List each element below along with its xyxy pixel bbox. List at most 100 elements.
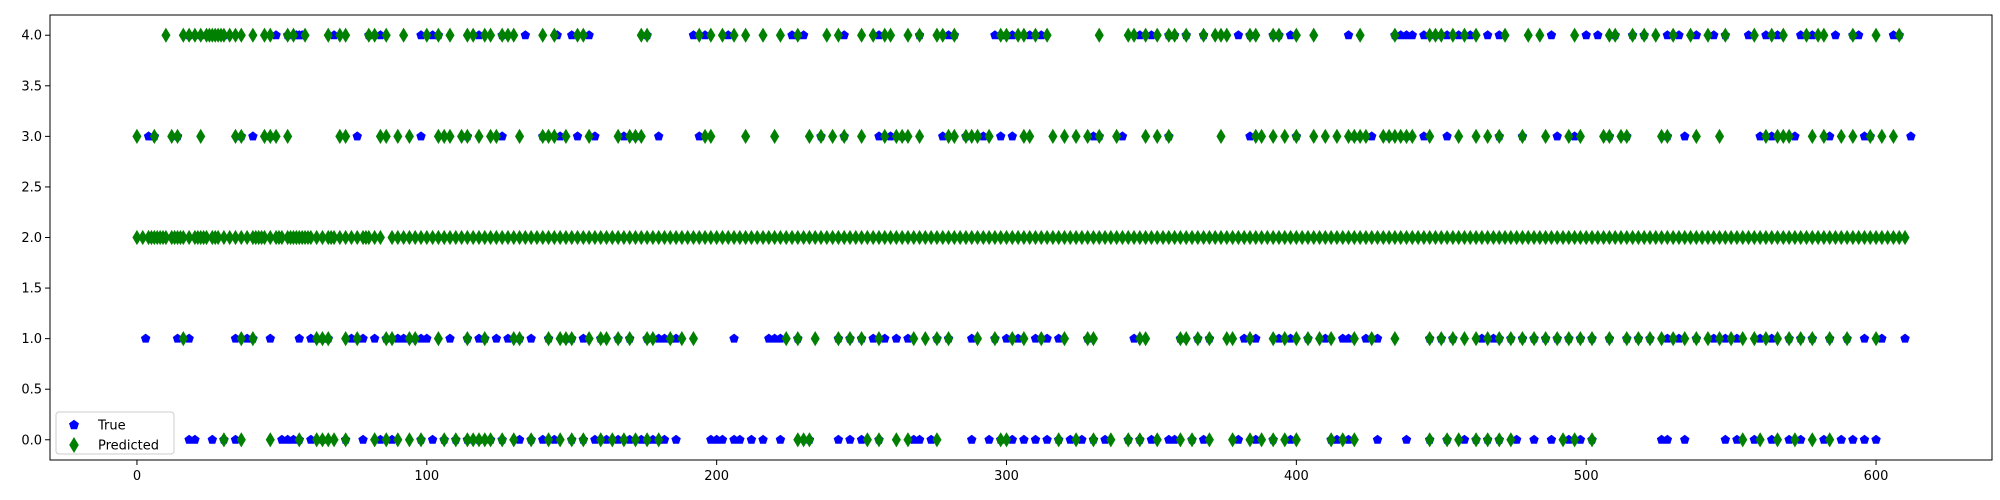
point-predicted (741, 27, 751, 43)
point-predicted (1245, 331, 1255, 347)
point-predicted (271, 128, 281, 144)
point-predicted (1500, 27, 1510, 43)
point-predicted (172, 128, 183, 144)
point-predicted (1645, 331, 1655, 347)
point-predicted (323, 27, 333, 43)
point-predicted (497, 432, 507, 448)
y-tick-label: 0.0 (21, 433, 42, 448)
point-true (1900, 333, 1910, 343)
point-predicted (770, 128, 780, 144)
point-true (1482, 30, 1493, 40)
point-predicted (329, 432, 339, 448)
point-predicted (1459, 27, 1470, 43)
point-predicted (1019, 27, 1029, 43)
point-predicted (1506, 331, 1516, 347)
point-predicted (1390, 331, 1400, 347)
point-predicted (932, 331, 942, 347)
point-predicted (1112, 128, 1122, 144)
point-predicted (1657, 331, 1667, 347)
point-true (1830, 30, 1841, 40)
point-predicted (741, 128, 751, 144)
point-predicted (1517, 128, 1527, 144)
point-predicted (1888, 128, 1899, 144)
point-predicted (868, 27, 878, 43)
point-predicted (1019, 331, 1029, 347)
point-predicted (1610, 27, 1620, 43)
point-predicted (1604, 331, 1614, 347)
point-predicted (758, 27, 768, 43)
point-predicted (642, 27, 652, 43)
point-predicted (915, 27, 925, 43)
point-predicted (1425, 432, 1435, 448)
point-predicted (729, 27, 739, 43)
point-predicted (1448, 331, 1458, 347)
point-true (1343, 30, 1354, 40)
point-predicted (1152, 27, 1162, 43)
point-predicted (1141, 27, 1151, 43)
legend-box (55, 411, 175, 455)
point-predicted (294, 432, 304, 448)
point-predicted (1268, 128, 1278, 144)
point-predicted (828, 128, 838, 144)
point-predicted (283, 128, 293, 144)
point-predicted (236, 432, 246, 448)
point-predicted (1071, 128, 1081, 144)
point-predicted (265, 27, 275, 43)
point-predicted (323, 331, 333, 347)
point-true (1407, 30, 1418, 40)
point-true (746, 434, 757, 444)
point-predicted (1714, 128, 1725, 144)
point-true (1836, 434, 1847, 444)
point-true (140, 333, 151, 343)
point-predicted (804, 432, 814, 448)
point-predicted (341, 432, 351, 448)
point-predicted (1436, 331, 1446, 347)
point-true (1859, 333, 1870, 343)
x-tick-label: 300 (994, 469, 1019, 484)
point-predicted (833, 331, 843, 347)
point-predicted (236, 27, 246, 43)
point-predicted (422, 27, 432, 43)
point-predicted (1471, 27, 1481, 43)
point-true (1546, 30, 1557, 40)
point-true (729, 333, 739, 343)
point-predicted (1749, 331, 1759, 347)
point-predicted (1541, 331, 1551, 347)
point-predicted (1338, 432, 1348, 448)
point-true (1372, 434, 1383, 444)
point-predicted (1483, 331, 1493, 347)
point-predicted (445, 128, 455, 144)
y-tick-label: 3.0 (21, 130, 42, 145)
point-predicted (1181, 331, 1191, 347)
point-predicted (891, 432, 901, 448)
point-predicted (1517, 331, 1527, 347)
point-predicted (1326, 432, 1336, 448)
y-tick-label: 1.5 (21, 282, 42, 297)
point-true (1019, 434, 1029, 444)
point-predicted (1245, 432, 1255, 448)
point-predicted (1796, 331, 1806, 347)
point-true (1662, 434, 1673, 444)
legend-label-predicted: Predicted (98, 439, 159, 454)
point-predicted (515, 128, 525, 144)
point-true (520, 30, 531, 40)
point-predicted (1703, 27, 1713, 43)
point-predicted (1900, 229, 1910, 246)
x-axis: 0 100 200 300 400 500 600 (133, 460, 1888, 484)
point-predicted (567, 432, 577, 448)
point-predicted (1506, 432, 1516, 448)
point-predicted (1170, 27, 1180, 43)
point-true (352, 131, 362, 141)
point-predicted (949, 27, 959, 43)
point-predicted (793, 331, 803, 347)
point-predicted (1216, 128, 1226, 144)
point-predicted (555, 432, 565, 448)
point-predicted (341, 27, 351, 43)
point-predicted (1187, 432, 1197, 448)
point-predicted (1784, 331, 1794, 347)
point-predicted (1622, 128, 1632, 144)
point-predicted (288, 27, 299, 43)
point-predicted (874, 432, 884, 448)
point-predicted (1587, 331, 1597, 347)
